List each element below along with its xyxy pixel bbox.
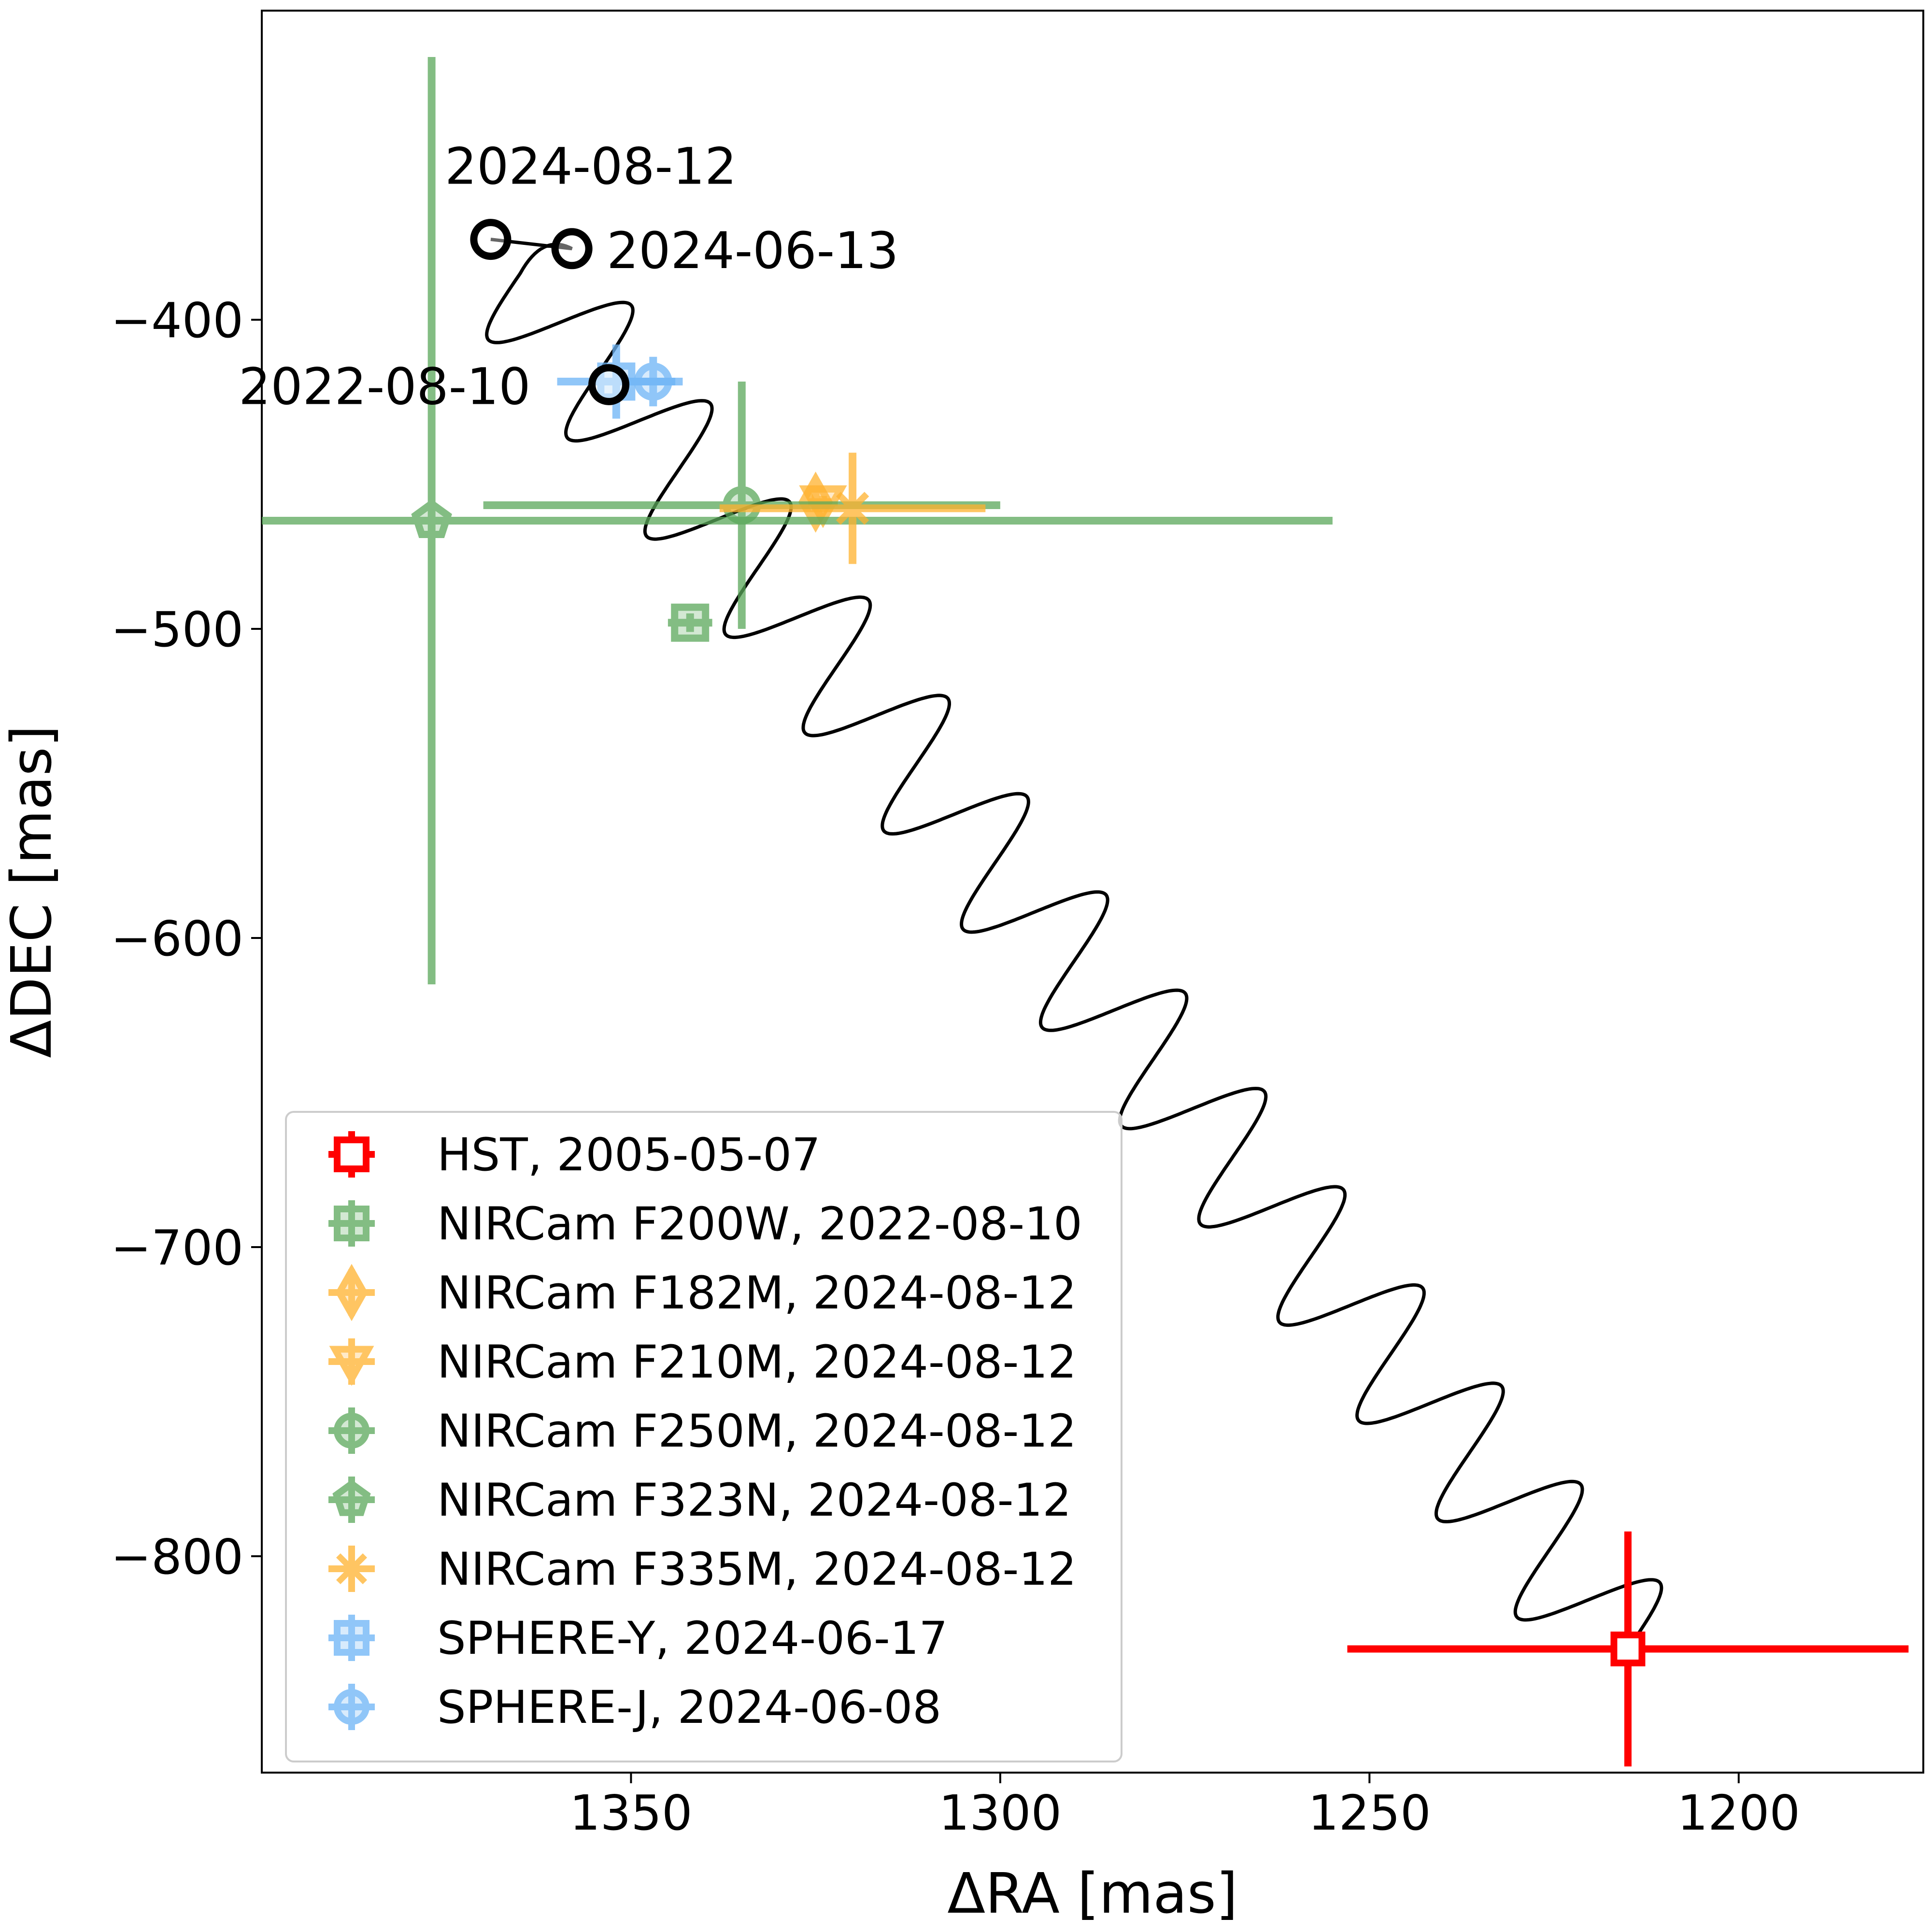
y-tick-label: −400 <box>111 292 243 349</box>
data-point-nircam-f335m <box>719 453 986 564</box>
legend-box <box>285 1111 1122 1762</box>
marker <box>1610 1632 1646 1666</box>
orbit-track <box>485 238 1663 1650</box>
axes: 1350 1300 1250 1200 −400 −500 −600 −700 −800 <box>111 292 1800 1841</box>
legend-entry <box>328 1264 375 1321</box>
legend-entry <box>328 1407 375 1454</box>
marker <box>634 362 672 401</box>
legend-entry <box>328 1546 375 1592</box>
predicted-position-marker <box>551 228 593 270</box>
legend-label: HST, 2005-05-07 <box>437 1129 821 1181</box>
legend-marker <box>332 1479 371 1516</box>
x-tick-label: 1350 <box>569 1785 693 1841</box>
y-tick-label: −500 <box>111 601 243 658</box>
date-annotation: 2022-08-10 <box>239 357 530 416</box>
legend: HST, 2005-05-07 NIRCam F200W, 2022-08-10 N… <box>285 1111 1122 1762</box>
predicted-position-marker <box>470 219 511 260</box>
star-stroke <box>836 492 869 525</box>
plot-frame <box>261 10 1924 1774</box>
y-tick-label: −700 <box>111 1220 243 1276</box>
legend-marker <box>334 1206 369 1241</box>
legend-entry <box>328 1684 375 1730</box>
legend-label: NIRCam F250M, 2024-08-12 <box>437 1405 1077 1458</box>
legend-marker <box>334 1689 369 1725</box>
legend-entry <box>328 1615 375 1661</box>
legend-entry <box>328 1200 375 1247</box>
x-tick-label: 1250 <box>1308 1785 1431 1841</box>
y-axis-label: ΔDEC [mas] <box>0 725 64 1058</box>
data-point-sphere-j <box>624 356 683 407</box>
legend-entry <box>328 1131 375 1178</box>
data-point-nircam-f323n <box>262 57 1333 984</box>
legend-entry <box>328 1477 375 1523</box>
x-axis-label: ΔRA [mas] <box>947 1861 1237 1926</box>
x-tick-label: 1300 <box>939 1785 1062 1841</box>
legend-label: NIRCam F210M, 2024-08-12 <box>437 1336 1077 1389</box>
y-tick-label: −600 <box>111 910 243 967</box>
data-point-nircam-f200w <box>668 603 712 642</box>
marker <box>832 488 873 528</box>
date-annotation: 2024-06-13 <box>607 221 898 280</box>
x-tick-label: 1200 <box>1677 1785 1801 1841</box>
legend-label: NIRCam F182M, 2024-08-12 <box>437 1267 1077 1320</box>
legend-entry <box>328 1338 375 1386</box>
legend-marker <box>334 1413 369 1449</box>
y-tick-label: −800 <box>111 1529 243 1585</box>
legend-label: NIRCam F335M, 2024-08-12 <box>437 1543 1077 1596</box>
data-point-hst <box>1347 1531 1909 1767</box>
legend-marker <box>335 1264 368 1321</box>
star-stroke <box>336 1553 368 1585</box>
legend-label: NIRCam F200W, 2022-08-10 <box>437 1198 1082 1250</box>
legend-label: NIRCam F323N, 2024-08-12 <box>437 1474 1071 1527</box>
marker <box>411 499 452 538</box>
legend-marker <box>329 1346 374 1386</box>
legend-marker <box>334 1136 369 1172</box>
marker <box>671 603 710 642</box>
legend-label: SPHERE-Y, 2024-06-17 <box>437 1612 948 1665</box>
predicted-position-marker <box>588 364 630 405</box>
legend-label: SPHERE-J, 2024-06-08 <box>437 1681 941 1734</box>
date-annotation: 2024-08-12 <box>445 137 737 196</box>
legend-marker <box>334 1620 369 1656</box>
legend-marker <box>333 1550 370 1588</box>
